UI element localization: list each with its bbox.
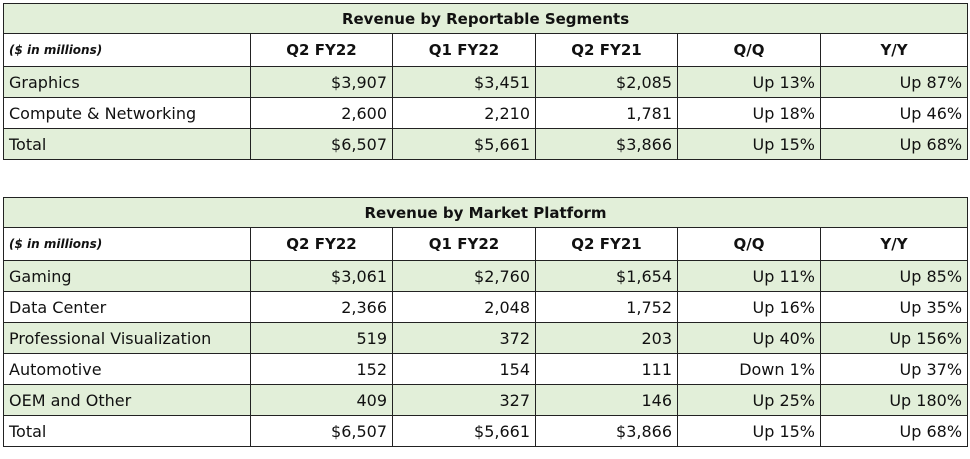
table-row: OEM and Other 409 327 146 Up 25% Up 180%: [3, 384, 969, 416]
row-label: OEM and Other: [3, 384, 251, 416]
column-header: Q1 FY22: [392, 33, 536, 67]
cell-value: Up 87%: [819, 66, 969, 98]
cell-value: $3,866: [535, 415, 678, 447]
cell-value: $2,085: [535, 66, 678, 98]
row-label: Professional Visualization: [3, 322, 251, 354]
row-label: Gaming: [3, 260, 251, 292]
table-row: Professional Visualization 519 372 203 Up 40…: [3, 322, 969, 354]
cell-value: Up 68%: [819, 128, 969, 160]
table-title-row: Revenue by Market Platform: [2, 197, 969, 228]
table-row: Graphics $3,907 $3,451 $2,085 Up 13% Up 87%: [3, 66, 969, 98]
cell-value: 2,210: [392, 97, 536, 129]
cell-value: $5,661: [392, 415, 536, 447]
cell-value: 1,752: [535, 291, 678, 323]
cell-value: Up 40%: [677, 322, 821, 354]
cell-value: Up 156%: [819, 322, 969, 354]
cell-value: 409: [250, 384, 393, 416]
cell-value: Up 16%: [677, 291, 821, 323]
table-row: Gaming $3,061 $2,760 $1,654 Up 11% Up 85%: [3, 260, 969, 292]
cell-value: 2,048: [392, 291, 536, 323]
cell-value: 372: [392, 322, 536, 354]
cell-value: Up 46%: [819, 97, 969, 129]
cell-value: 111: [535, 353, 678, 385]
table-row: Compute & Networking 2,600 2,210 1,781 Up 18…: [3, 97, 969, 129]
cell-value: Up 85%: [819, 260, 969, 292]
cell-value: Up 35%: [819, 291, 969, 323]
table-row: Total $6,507 $5,661 $3,866 Up 15% Up 68%: [3, 128, 969, 160]
unit-label: ($ in millions): [3, 33, 251, 67]
cell-value: 327: [392, 384, 536, 416]
cell-value: $3,866: [535, 128, 678, 160]
cell-value: Up 37%: [819, 353, 969, 385]
column-header: Y/Y: [819, 227, 969, 261]
cell-value: $6,507: [250, 415, 393, 447]
cell-value: Up 13%: [677, 66, 821, 98]
column-header: Q2 FY21: [535, 33, 678, 67]
row-label: Graphics: [3, 66, 251, 98]
table-row: Total $6,507 $5,661 $3,866 Up 15% Up 68%: [3, 415, 969, 447]
column-header: Y/Y: [819, 33, 969, 67]
row-label: Total: [3, 415, 251, 447]
market-platform-table: Revenue by Market Platform ($ in millions…: [2, 197, 969, 447]
header-row: ($ in millions) Q2 FY22 Q1 FY22 Q2 FY21 Q/Q Y…: [3, 33, 969, 67]
column-header: Q2 FY22: [250, 33, 393, 67]
cell-value: Down 1%: [677, 353, 821, 385]
cell-value: Up 25%: [677, 384, 821, 416]
cell-value: 146: [535, 384, 678, 416]
row-label: Total: [3, 128, 251, 160]
column-header: Q2 FY22: [250, 227, 393, 261]
reportable-segments-table: Revenue by Reportable Segments ($ in mill…: [2, 3, 969, 160]
column-header: Q1 FY22: [392, 227, 536, 261]
cell-value: 2,600: [250, 97, 393, 129]
cell-value: 1,781: [535, 97, 678, 129]
cell-value: $6,507: [250, 128, 393, 160]
cell-value: 203: [535, 322, 678, 354]
cell-value: $3,907: [250, 66, 393, 98]
unit-label: ($ in millions): [3, 227, 251, 261]
cell-value: 519: [250, 322, 393, 354]
cell-value: $5,661: [392, 128, 536, 160]
cell-value: 152: [250, 353, 393, 385]
cell-value: Up 18%: [677, 97, 821, 129]
cell-value: Up 15%: [677, 128, 821, 160]
row-label: Data Center: [3, 291, 251, 323]
row-label: Compute & Networking: [3, 97, 251, 129]
cell-value: Up 68%: [819, 415, 969, 447]
column-header: Q2 FY21: [535, 227, 678, 261]
cell-value: 154: [392, 353, 536, 385]
cell-value: $2,760: [392, 260, 536, 292]
table-title: Revenue by Market Platform: [2, 197, 969, 228]
cell-value: Up 15%: [677, 415, 821, 447]
table-title: Revenue by Reportable Segments: [2, 3, 969, 34]
cell-value: $1,654: [535, 260, 678, 292]
column-header: Q/Q: [677, 227, 821, 261]
cell-value: Up 11%: [677, 260, 821, 292]
column-header: Q/Q: [677, 33, 821, 67]
cell-value: $3,451: [392, 66, 536, 98]
row-label: Automotive: [3, 353, 251, 385]
table-row: Data Center 2,366 2,048 1,752 Up 16% Up 35%: [3, 291, 969, 323]
cell-value: $3,061: [250, 260, 393, 292]
header-row: ($ in millions) Q2 FY22 Q1 FY22 Q2 FY21 Q/Q Y…: [3, 227, 969, 261]
table-row: Automotive 152 154 111 Down 1% Up 37%: [3, 353, 969, 385]
cell-value: 2,366: [250, 291, 393, 323]
cell-value: Up 180%: [819, 384, 969, 416]
table-title-row: Revenue by Reportable Segments: [2, 3, 969, 34]
